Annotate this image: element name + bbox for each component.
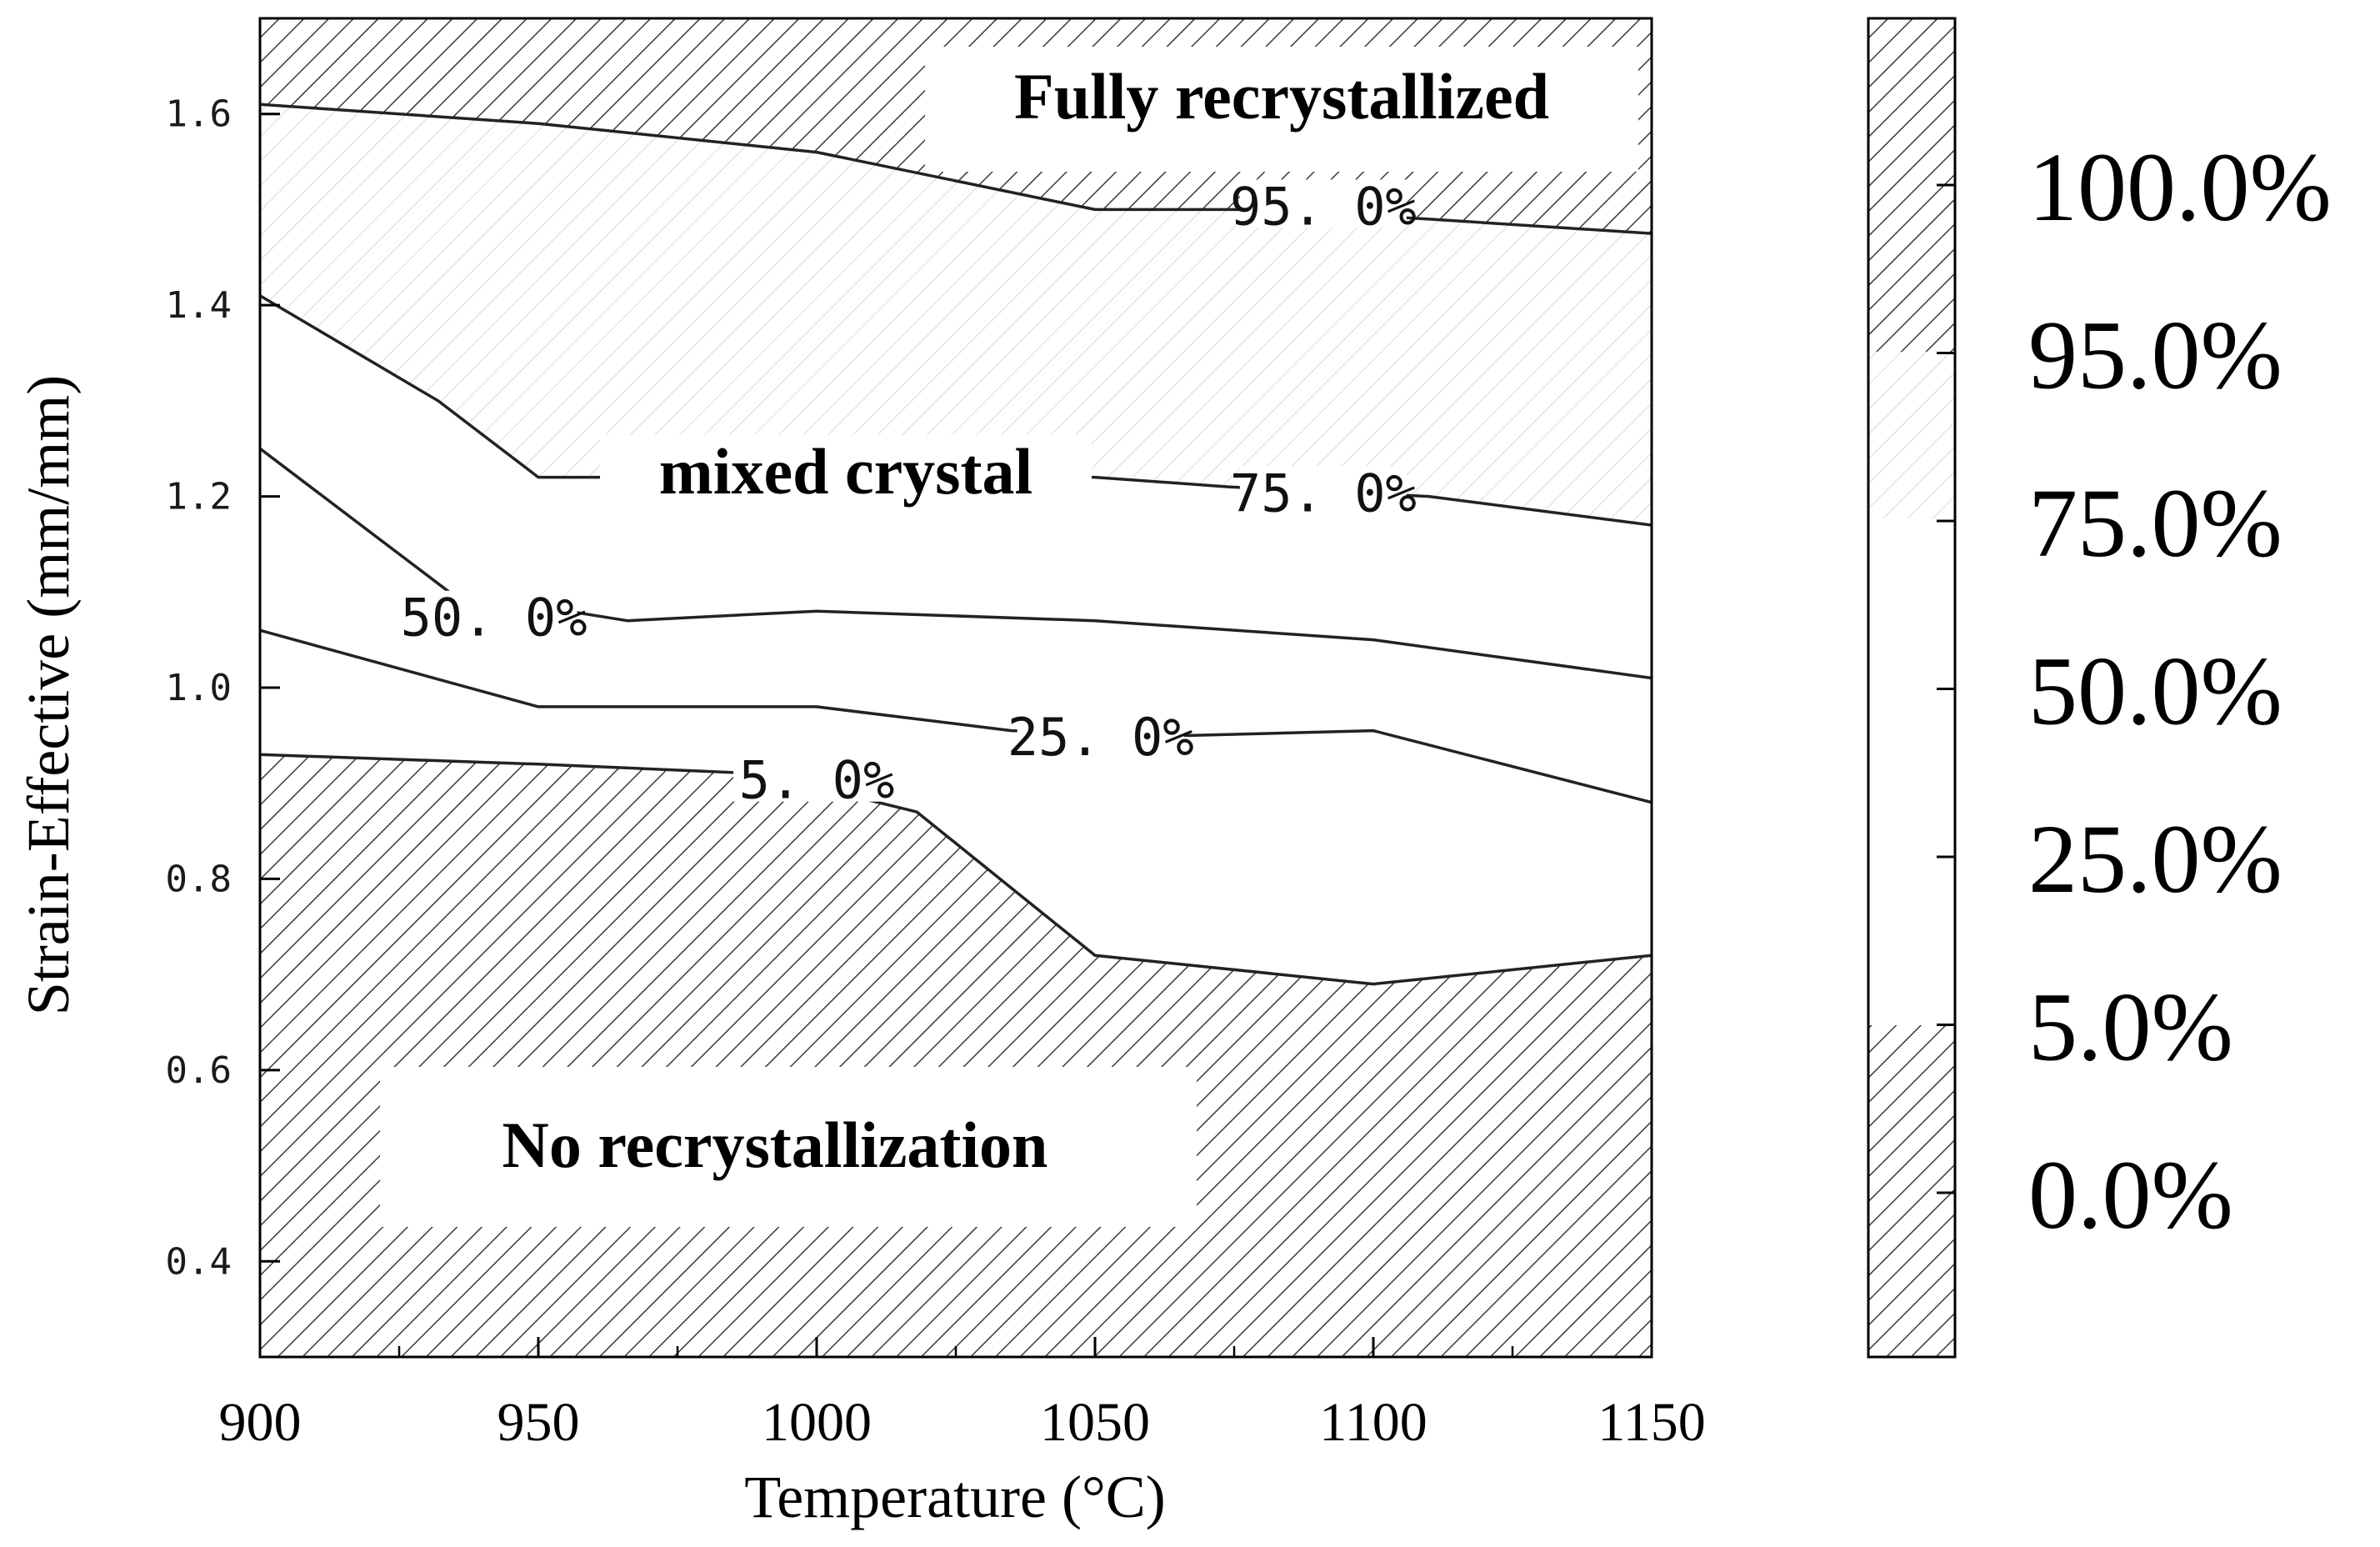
x-tick-label-1100: 1100 [1319, 1392, 1428, 1453]
legend-label-2: 75.0% [2028, 468, 2282, 578]
x-tick-label-950: 950 [498, 1392, 580, 1453]
axes: 900 950 1000 1050 1100 1150 0.4 0.6 0.8 1.0 1.2 1.4… [166, 93, 1706, 1453]
legend-label-0: 100.0% [2028, 133, 2332, 242]
legend-levels: 100.0% 95.0% 75.0% 50.0% 25.0% 5.0% 0.0% [1937, 133, 2332, 1249]
y-axis-title: Strain-Effective (mm/mm) [15, 375, 82, 1015]
x-axis-title: Temperature (°C) [744, 1464, 1166, 1530]
contour-label-bg-2 [410, 590, 578, 639]
legend-swatch-mixed [1868, 352, 1955, 518]
legend-label-1: 95.0% [2028, 301, 2282, 410]
contour-line-0 [260, 753, 1652, 986]
y-tick-label-5: 1.4 [166, 284, 232, 327]
contour-label-bg-4 [1239, 179, 1407, 228]
y-tick-label-3: 1.0 [166, 667, 232, 709]
annotation-mixed-crystal: mixed crystal [659, 435, 1032, 508]
x-tick-label-900: 900 [219, 1392, 302, 1453]
contour-line-1 [260, 628, 1652, 804]
label-box-mixed [600, 435, 1092, 542]
x-tick-label-1050: 1050 [1040, 1392, 1150, 1453]
annotation-fully-recrystallized: Fully recrystallized [1014, 60, 1549, 133]
band-5-50 [260, 448, 1652, 984]
label-box-fully [925, 47, 1638, 172]
contour-label-0: 5. 0% [739, 750, 895, 811]
contour-label-1: 25. 0% [1008, 707, 1194, 768]
y-tick-label-2: 0.8 [166, 858, 232, 900]
contour-label-bg-0 [733, 753, 900, 802]
legend-swatch-bottom [1868, 1025, 1955, 1357]
legend-label-3: 50.0% [2028, 637, 2282, 746]
y-tick-label-6: 1.6 [166, 93, 232, 136]
contour-label-bg-1 [1017, 710, 1184, 759]
y-tick-label-1: 0.6 [166, 1049, 232, 1092]
annotation-no-recrystallization: No recrystallization [502, 1109, 1048, 1181]
plot-area: 5. 0% 25. 0% 50. 0% 75. 0% 95. 0% [258, 17, 1653, 1359]
contour-label-3: 75. 0% [1230, 463, 1417, 524]
legend: 100.0% 95.0% 75.0% 50.0% 25.0% 5.0% 0.0% [1867, 17, 2332, 1359]
label-box-no [380, 1067, 1197, 1227]
contour-line-4 [260, 103, 1652, 235]
contour-label-4: 95. 0% [1230, 176, 1417, 237]
x-tick-label-1000: 1000 [762, 1392, 872, 1453]
contour-labels: 5. 0% 25. 0% 50. 0% 75. 0% 95. 0% [401, 176, 1417, 810]
x-tick-label-1150: 1150 [1598, 1392, 1706, 1453]
contour-label-bg-3 [1239, 466, 1407, 515]
legend-label-6: 0.0% [2028, 1140, 2233, 1249]
legend-label-4: 25.0% [2028, 804, 2282, 914]
y-tick-label-0: 0.4 [166, 1240, 232, 1283]
contour-label-2: 50. 0% [401, 588, 588, 648]
legend-label-5: 5.0% [2028, 973, 2233, 1082]
y-tick-label-4: 1.2 [166, 476, 232, 518]
